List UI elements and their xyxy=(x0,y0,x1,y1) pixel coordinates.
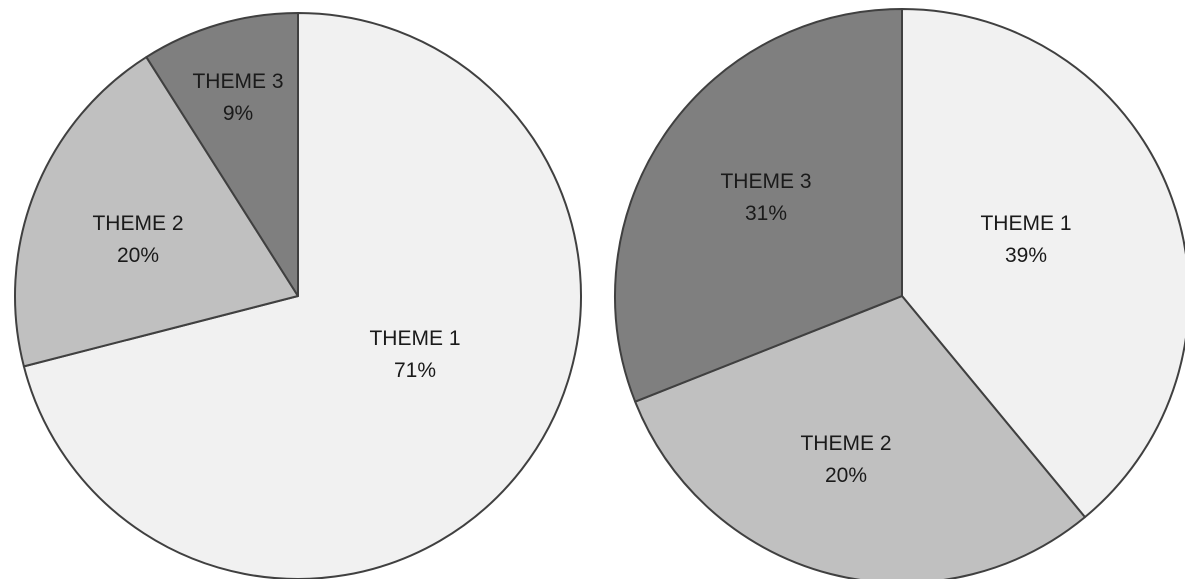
pie-left-slice-theme-2 xyxy=(14,56,299,368)
pie-right-slice-theme-1 xyxy=(901,8,1185,519)
pie-right-label-theme-3-name: THEME 3 xyxy=(720,170,811,193)
pie-left-label-theme-1-name: THEME 1 xyxy=(369,327,460,350)
pie-right-label-theme-1-name: THEME 1 xyxy=(980,212,1071,235)
pie-left-label-theme-3-name: THEME 3 xyxy=(192,70,283,93)
pie-right-slice-theme-2 xyxy=(634,295,1086,579)
pie-chart-left: THEME 1 71% THEME 2 20% THEME 3 9% xyxy=(14,12,582,579)
pie-left-label-theme-2-value: 20% xyxy=(117,244,159,267)
pie-left-label-theme-1-value: 71% xyxy=(394,359,436,382)
pie-left-slice-theme-1 xyxy=(22,12,582,579)
pie-right-label-theme-1-value: 39% xyxy=(1005,244,1047,267)
pie-left-label-theme-2-name: THEME 2 xyxy=(92,212,183,235)
pie-right-label-theme-2-value: 20% xyxy=(825,464,867,487)
pie-left-slice-theme-3 xyxy=(145,12,299,297)
pie-right-label-theme-3-value: 31% xyxy=(745,202,787,225)
pie-chart-right: THEME 1 39% THEME 2 20% THEME 3 31% xyxy=(614,8,1185,579)
pie-right-label-theme-2-name: THEME 2 xyxy=(800,432,891,455)
pie-right-slice-theme-3 xyxy=(614,8,903,403)
pie-left-label-theme-3-value: 9% xyxy=(223,102,253,125)
